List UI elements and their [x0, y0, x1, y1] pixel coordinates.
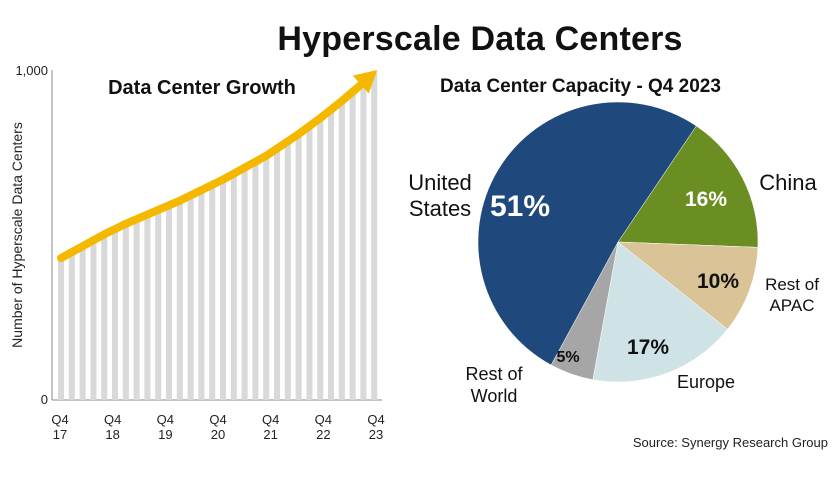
x-tick-label: Q4 22: [315, 412, 332, 442]
growth-bar: [112, 229, 119, 400]
growth-bar: [295, 134, 302, 400]
growth-bar: [349, 91, 356, 400]
growth-bar: [230, 173, 237, 400]
x-tick-label: Q4 18: [104, 412, 121, 442]
growth-bar: [317, 118, 324, 401]
growth-chart: 0 1,000 Number of Hyperscale Data Centers Q…: [9, 63, 385, 442]
pie-slice: [477, 101, 697, 366]
pie-chart: 51% United States 16% China 10% Rest of APAC 17%…: [408, 101, 819, 406]
pie-category-label: United States: [408, 170, 472, 221]
growth-bar: [144, 214, 151, 400]
x-tick-label: Q4 20: [209, 412, 226, 442]
x-tick-label: Q4 17: [51, 412, 68, 442]
growth-bar: [198, 190, 205, 400]
growth-bar: [209, 184, 216, 400]
growth-bar: [360, 82, 367, 400]
pie-category-label: Europe: [677, 372, 735, 392]
pie-value-label: 51%: [490, 190, 550, 223]
x-tick-label: Q4 19: [157, 412, 174, 442]
source-note: Source: Synergy Research Group: [632, 435, 828, 450]
x-tick-label: Q4 21: [262, 412, 279, 442]
growth-bar: [176, 200, 183, 400]
pie-value-label: 5%: [556, 349, 579, 366]
growth-bar: [90, 240, 97, 400]
growth-bar: [79, 246, 86, 400]
growth-bar: [133, 219, 140, 400]
pie-chart-title: Data Center Capacity - Q4 2023: [440, 76, 721, 97]
growth-bar: [101, 234, 108, 400]
growth-bar: [220, 179, 227, 400]
y-axis-label: Number of Hyperscale Data Centers: [9, 122, 25, 348]
y-tick-label: 0: [41, 392, 48, 407]
growth-bar: [328, 109, 335, 400]
growth-bar: [155, 209, 162, 400]
growth-bar: [306, 126, 313, 400]
pie-value-label: 16%: [685, 188, 727, 211]
growth-chart-title: Data Center Growth: [108, 77, 296, 99]
growth-bar: [338, 101, 345, 400]
growth-bar: [263, 155, 270, 400]
pie-category-label: Rest of World: [465, 364, 523, 406]
trend-arrow-line: [57, 76, 370, 263]
trend-arrow-head: [352, 69, 378, 94]
pie-category-label: China: [759, 170, 817, 195]
growth-bar: [166, 205, 173, 400]
pie-value-label: 17%: [627, 336, 669, 359]
growth-bar: [58, 258, 65, 400]
pie-category-label: Rest of APAC: [765, 275, 819, 315]
growth-bar: [252, 161, 259, 400]
growth-bar: [241, 167, 248, 400]
growth-bar: [274, 148, 281, 400]
pie-slice: [592, 241, 728, 383]
growth-bar: [122, 223, 129, 400]
pie-slice: [617, 241, 759, 330]
pie-value-label: 10%: [697, 270, 739, 293]
growth-bar: [187, 195, 194, 400]
pie-slice: [617, 125, 759, 248]
growth-bar: [284, 141, 291, 400]
main-title: Hyperscale Data Centers: [277, 20, 683, 58]
growth-bar: [68, 252, 75, 400]
x-tick-label: Q4 23: [367, 412, 384, 442]
growth-bar: [371, 72, 378, 400]
y-tick-label: 1,000: [15, 63, 48, 78]
